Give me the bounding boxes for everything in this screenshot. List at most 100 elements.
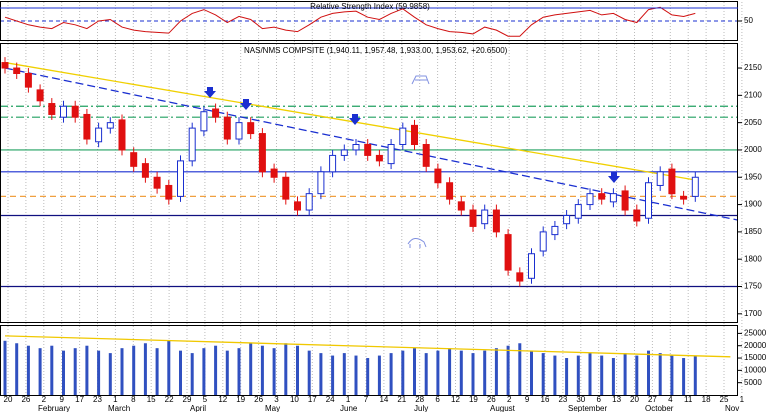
x-tick-label: 14	[379, 395, 388, 404]
volume-bar	[143, 343, 147, 395]
candle-body	[212, 108, 220, 118]
volume-bar	[284, 343, 288, 395]
volume-bar	[553, 355, 557, 395]
bull-icon	[411, 75, 430, 85]
candle-body	[317, 171, 325, 195]
candle-body	[434, 168, 442, 184]
y-tick-label: 5000	[744, 378, 762, 387]
volume-bar	[249, 343, 253, 395]
volume-bar	[448, 348, 452, 395]
volume-bar	[202, 348, 206, 395]
bear-icon	[407, 238, 427, 248]
x-tick-label: 4	[668, 395, 673, 404]
volume-bar	[471, 353, 475, 395]
volume-bar	[179, 350, 182, 395]
y-tick-label: 20000	[744, 341, 767, 350]
candle-body	[680, 195, 688, 200]
y-tick-label: 50	[744, 16, 753, 25]
candle-body	[340, 149, 348, 156]
volume-bar	[541, 353, 545, 395]
candle-body	[481, 209, 489, 225]
x-tick-label: 1	[740, 395, 745, 404]
volume-bar	[167, 340, 171, 395]
x-tick-label: 13	[612, 395, 621, 404]
volume-bar	[565, 358, 569, 395]
trend-line	[4, 67, 739, 221]
volume-bar	[483, 350, 487, 395]
volume-bar	[459, 350, 463, 395]
rsi-title: Relative Strength Index (59.9858)	[310, 2, 430, 11]
volume-bar	[307, 350, 311, 395]
month-label: August	[490, 404, 516, 412]
volume-bar	[588, 353, 592, 395]
y-tick-label: 1900	[744, 200, 762, 209]
arrow	[240, 99, 252, 110]
volume-bar	[600, 355, 604, 395]
x-tick-label: 17	[308, 395, 317, 404]
x-tick-label: 2	[42, 395, 47, 404]
y-tick-label: 2150	[744, 63, 762, 72]
candle-body	[153, 176, 161, 189]
price-title: NAS/NMS COMPSITE (1,940.11, 1,957.48, 1,…	[244, 46, 508, 55]
candle-body	[106, 122, 114, 129]
volume-bar	[319, 353, 323, 395]
price-frame	[0, 43, 738, 323]
x-tick-label: 19	[469, 395, 478, 404]
candle-body	[60, 105, 67, 118]
y-tick-label: 1750	[744, 282, 762, 291]
x-tick-label: 6	[596, 395, 601, 404]
volume-bar	[62, 350, 65, 395]
candle-body	[258, 133, 266, 173]
x-tick-label: 5	[203, 395, 208, 404]
arrow	[608, 172, 620, 183]
y-tick-label: 15000	[744, 353, 767, 362]
x-tick-label: 7	[364, 395, 369, 404]
volume-bar	[611, 358, 615, 395]
x-tick-label: 10	[290, 395, 299, 404]
volume-bar	[132, 345, 136, 395]
candle-body	[13, 67, 21, 74]
volume-bar	[331, 355, 335, 395]
month-label: February	[38, 404, 70, 412]
candle-body	[411, 124, 418, 145]
candle-body	[329, 154, 337, 173]
volume-bar	[120, 348, 124, 395]
x-tick-label: 23	[93, 395, 102, 404]
volume-frame	[0, 325, 738, 396]
arrow	[349, 114, 361, 125]
candle-body	[668, 168, 676, 195]
candle-body	[621, 190, 629, 211]
volume-bar	[73, 348, 77, 395]
volume-bar	[576, 355, 580, 395]
x-tick-label: 9	[525, 395, 530, 404]
x-tick-label: 9	[59, 395, 64, 404]
candle-body	[95, 127, 103, 143]
x-tick-label: 17	[75, 395, 84, 404]
volume-bar	[530, 350, 533, 395]
month-label: June	[340, 404, 358, 412]
x-tick-label: 29	[183, 395, 192, 404]
x-tick-label: 19	[236, 395, 245, 404]
y-tick-label: 2050	[744, 118, 762, 127]
candle-body	[294, 201, 301, 211]
candle-body	[235, 122, 243, 140]
x-tick-label: 20	[4, 395, 13, 404]
trend-line	[4, 61, 696, 181]
month-label: May	[265, 404, 280, 412]
x-tick-label: 25	[720, 395, 729, 404]
volume-bar	[623, 353, 627, 395]
y-tick-label: 1700	[744, 309, 762, 318]
candle-body	[387, 143, 395, 165]
month-label: October	[645, 404, 674, 412]
volume-bar	[389, 353, 393, 395]
candle-body	[1, 62, 9, 69]
marks: 20 26 2 9 17 23 1 8 15 22 29 5 12 19 26 3 10 17 24 1 7 14 21 28…	[0, 6, 767, 412]
candle-body	[83, 113, 91, 140]
rsi-line	[4, 6, 696, 37]
volume-bar	[506, 345, 510, 395]
y-tick-label: 10000	[744, 365, 767, 374]
volume-bar	[377, 355, 381, 395]
x-tick-label: 12	[218, 395, 227, 404]
candle-body	[188, 127, 196, 162]
x-tick-label: 1	[346, 395, 351, 404]
